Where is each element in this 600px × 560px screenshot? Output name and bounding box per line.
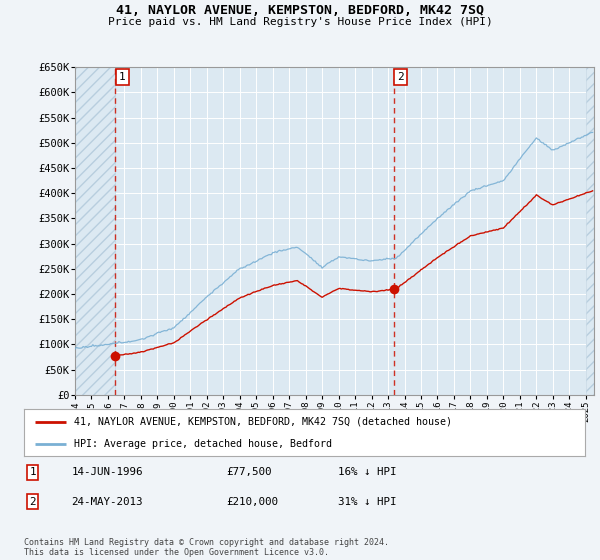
Text: 1: 1 <box>29 467 36 477</box>
Text: 24-MAY-2013: 24-MAY-2013 <box>71 497 143 507</box>
Bar <box>75 67 115 395</box>
Text: Price paid vs. HM Land Registry's House Price Index (HPI): Price paid vs. HM Land Registry's House … <box>107 17 493 27</box>
Text: 1: 1 <box>119 72 125 82</box>
Text: £210,000: £210,000 <box>226 497 278 507</box>
Text: 41, NAYLOR AVENUE, KEMPSTON, BEDFORD, MK42 7SQ (detached house): 41, NAYLOR AVENUE, KEMPSTON, BEDFORD, MK… <box>74 417 452 427</box>
Text: HPI: Average price, detached house, Bedford: HPI: Average price, detached house, Bedf… <box>74 438 332 449</box>
Text: £77,500: £77,500 <box>226 467 271 477</box>
Text: 2: 2 <box>29 497 36 507</box>
Text: 16% ↓ HPI: 16% ↓ HPI <box>338 467 397 477</box>
Text: 31% ↓ HPI: 31% ↓ HPI <box>338 497 397 507</box>
Text: 41, NAYLOR AVENUE, KEMPSTON, BEDFORD, MK42 7SQ: 41, NAYLOR AVENUE, KEMPSTON, BEDFORD, MK… <box>116 4 484 17</box>
Text: 14-JUN-1996: 14-JUN-1996 <box>71 467 143 477</box>
Bar <box>586 67 594 395</box>
Text: Contains HM Land Registry data © Crown copyright and database right 2024.
This d: Contains HM Land Registry data © Crown c… <box>24 538 389 557</box>
Text: 2: 2 <box>398 72 404 82</box>
